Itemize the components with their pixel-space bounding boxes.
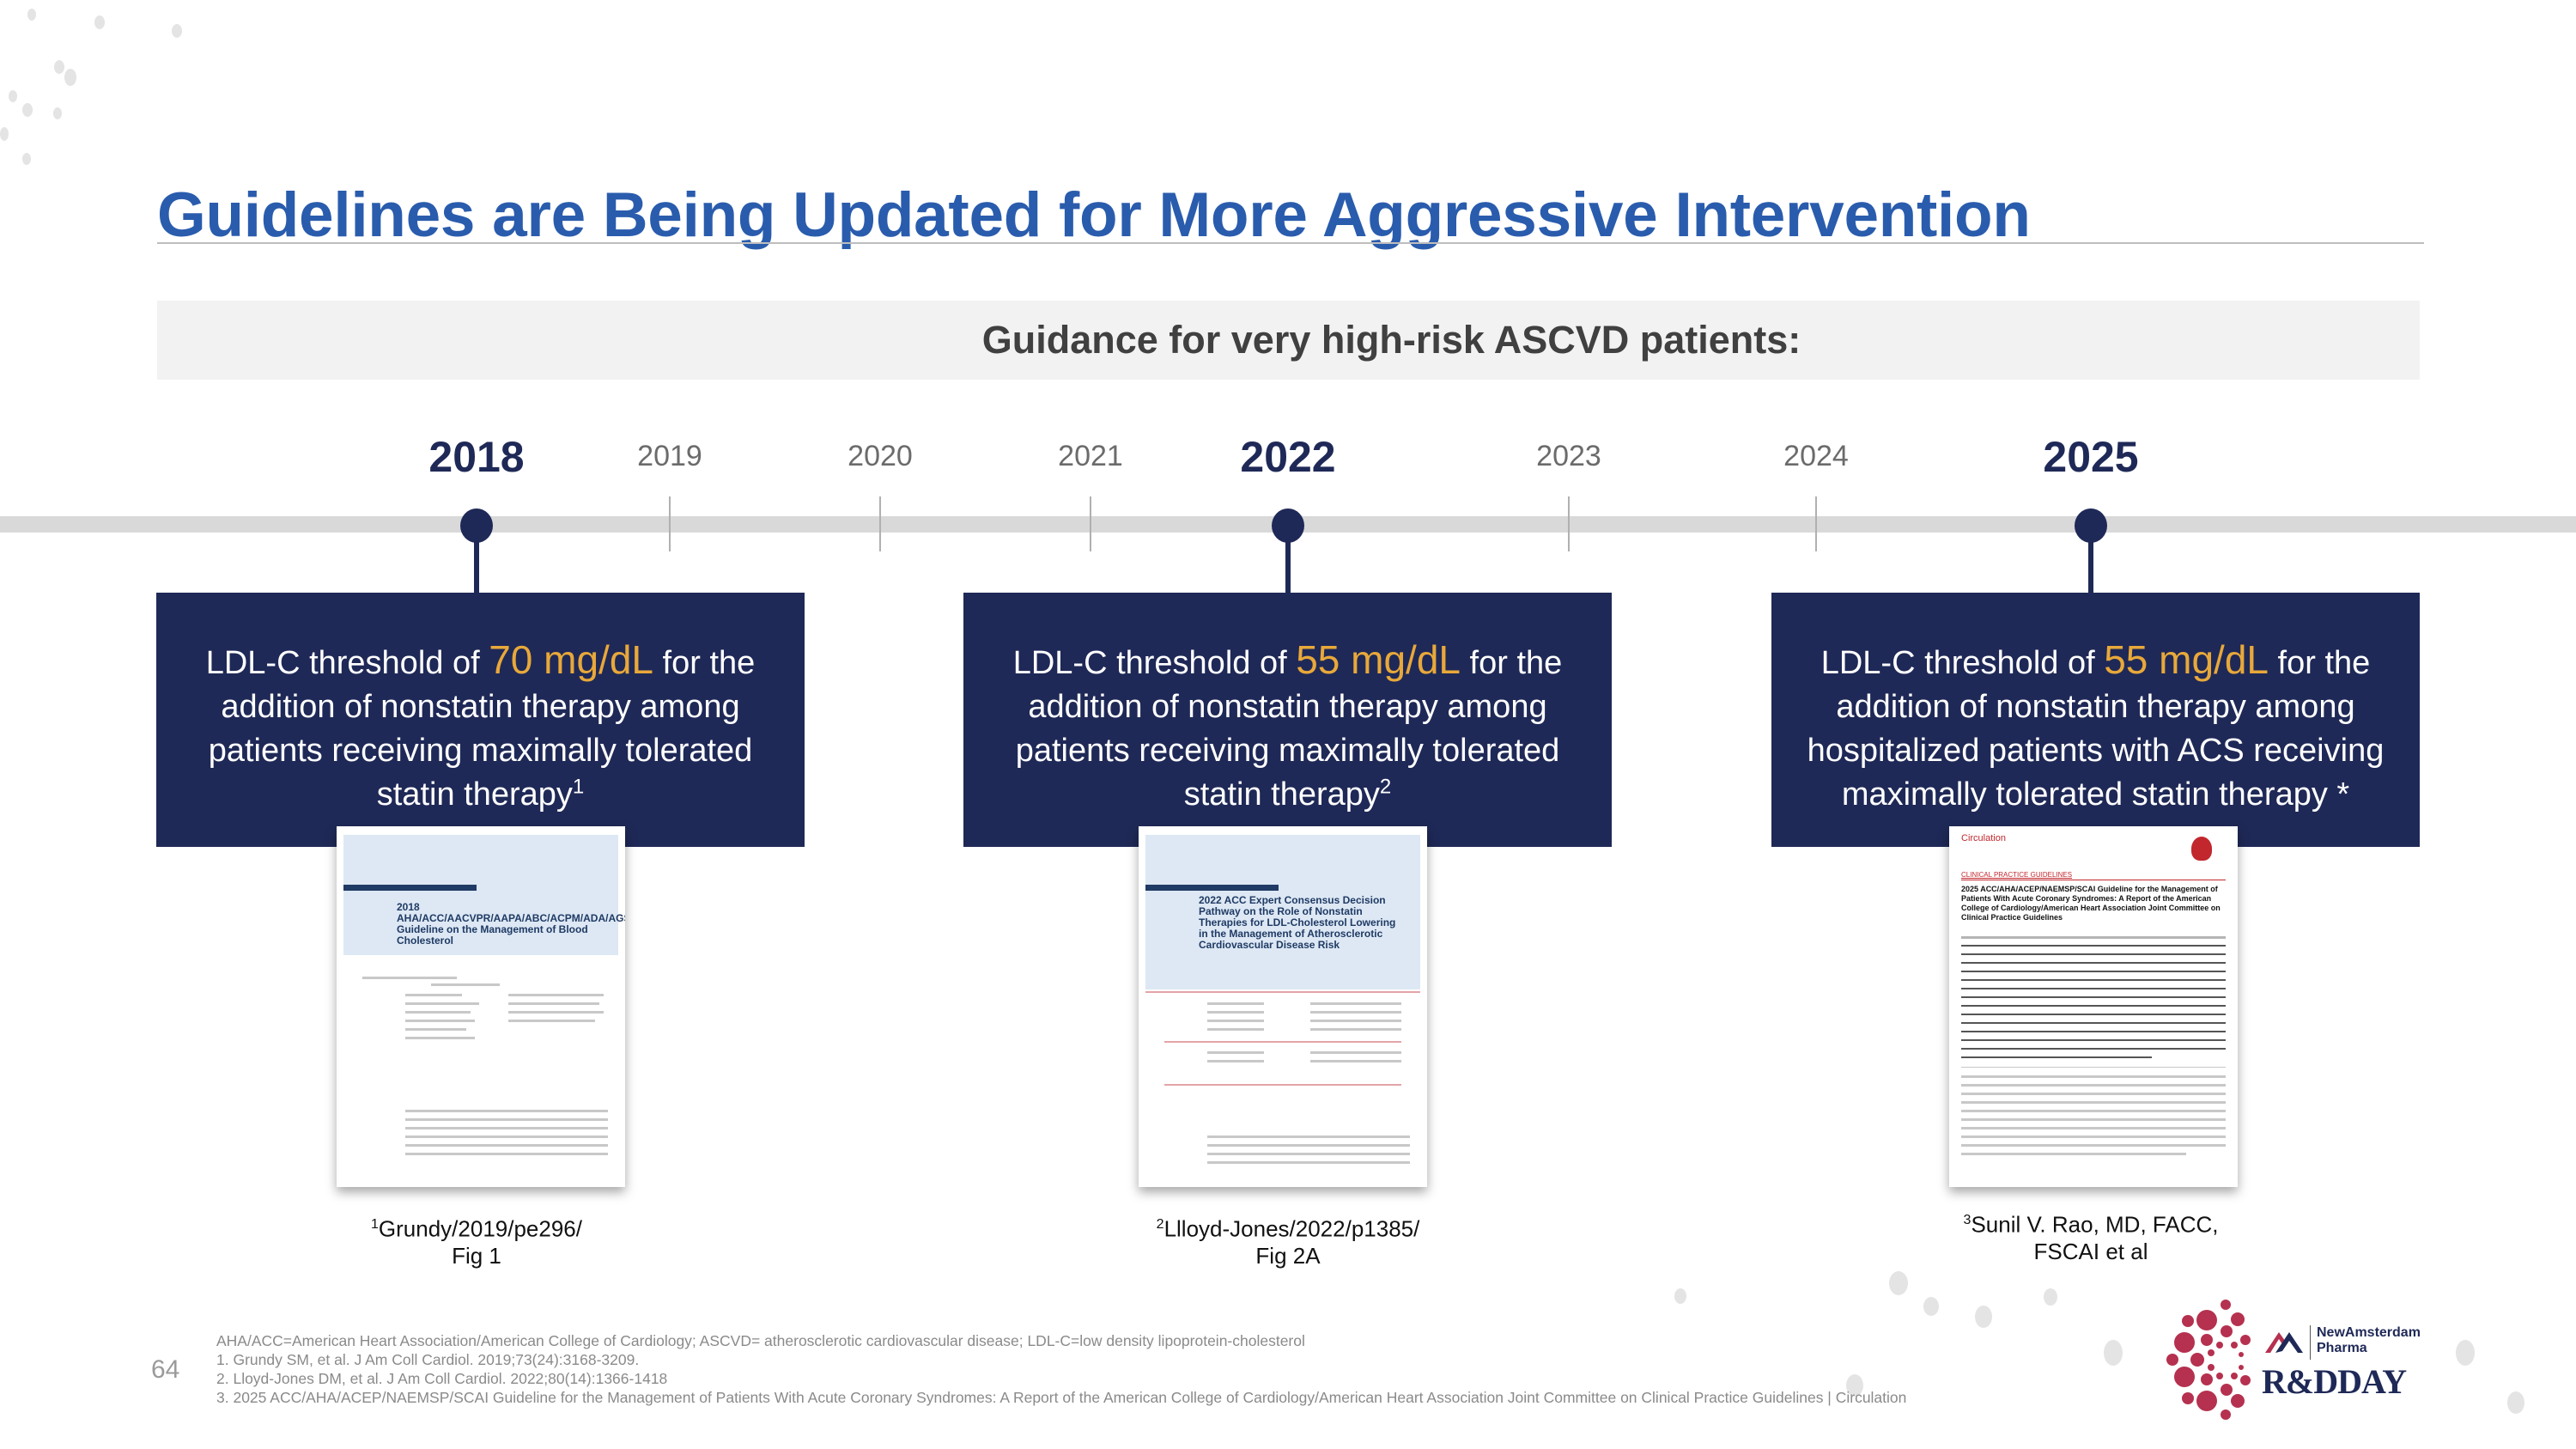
stem-2018: [474, 533, 479, 594]
reference-caption-3: 3Sunil V. Rao, MD, FACC, FSCAI et al: [1963, 1211, 2219, 1264]
year-label-2021: 2021: [1058, 440, 1123, 472]
footnote-3: 3. 2025 ACC/AHA/ACEP/NAEMSP/SCAI Guideli…: [216, 1389, 1907, 1406]
page-number: 64: [151, 1355, 180, 1384]
ref-marker: 2: [1379, 775, 1392, 799]
guideline-document-thumbnail-2025: Circulation CLINICAL PRACTICE GUIDELINES…: [1949, 826, 2238, 1187]
company-name: NewAmsterdam: [2317, 1325, 2421, 1340]
threshold-value: 55 mg/dL: [2104, 637, 2269, 682]
year-label-2023: 2023: [1536, 440, 1601, 472]
guideline-document-thumbnail-2022: 2022 ACC Expert Consensus Decision Pathw…: [1139, 826, 1427, 1187]
footnote-1: 1. Grundy SM, et al. J Am Coll Cardiol. …: [216, 1351, 640, 1368]
dot-burst-icon: [2166, 1300, 2251, 1420]
footnotes: AHA/ACC=American Heart Association/Ameri…: [216, 1331, 1906, 1407]
document-tag: [1145, 885, 1279, 891]
tick-2019: [669, 496, 671, 551]
subtitle: Guidance for very high-risk ASCVD patien…: [981, 318, 1801, 362]
subtitle-band: Guidance for very high-risk ASCVD patien…: [157, 301, 2420, 380]
year-label-2018: 2018: [428, 433, 525, 481]
document-title: 2025 ACC/AHA/ACEP/NAEMSP/SCAI Guideline …: [1961, 885, 2221, 922]
stem-2025: [2088, 533, 2093, 594]
card-text: LDL-C threshold of 55 mg/dL for the addi…: [1807, 637, 2385, 813]
card-text: LDL-C threshold of 70 mg/dL for the addi…: [205, 637, 756, 813]
stem-2022: [1285, 533, 1291, 594]
company-name-line2: Pharma: [2317, 1341, 2367, 1355]
tick-2021: [1090, 496, 1091, 551]
document-title: 2022 ACC Expert Consensus Decision Pathw…: [1199, 894, 1396, 951]
newamsterdam-mark-icon: [2265, 1332, 2303, 1353]
footnote-2: 2. Lloyd-Jones DM, et al. J Am Coll Card…: [216, 1370, 668, 1387]
tick-2020: [879, 496, 881, 551]
milestone-dot-2025: [2075, 508, 2107, 543]
document-tag: [343, 885, 477, 891]
journal-name: Circulation: [1961, 833, 2006, 843]
year-label-2025: 2025: [2043, 433, 2139, 481]
aha-heart-logo-icon: [2191, 837, 2212, 861]
guideline-card-2025: LDL-C threshold of 55 mg/dL for the addi…: [1771, 593, 2420, 847]
year-label-2019: 2019: [637, 440, 702, 472]
title-divider: [157, 242, 2424, 244]
document-title: 2018 AHA/ACC/AACVPR/AAPA/ABC/ACPM/ADA/AG…: [397, 901, 625, 947]
page-title: Guidelines are Being Updated for More Ag…: [157, 180, 2031, 250]
year-label-2024: 2024: [1783, 440, 1849, 472]
tick-2024: [1815, 496, 1817, 551]
milestone-dot-2022: [1272, 508, 1304, 543]
guideline-card-2022: LDL-C threshold of 55 mg/dL for the addi…: [963, 593, 1612, 847]
milestone-dot-2018: [460, 508, 493, 543]
rd-day-logo: NewAmsterdam Pharma R&DDAY: [2164, 1293, 2421, 1422]
reference-caption-2: 2Llloyd-Jones/2022/p1385/Fig 2A: [1156, 1215, 1420, 1269]
document-tag: CLINICAL PRACTICE GUIDELINES: [1961, 871, 2073, 879]
reference-caption-1: 1Grundy/2019/pe296/Fig 1: [371, 1215, 582, 1269]
event-name: R&DDAY: [2262, 1362, 2407, 1401]
year-label-2022: 2022: [1240, 433, 1336, 481]
threshold-value: 55 mg/dL: [1296, 637, 1461, 682]
threshold-value: 70 mg/dL: [489, 637, 653, 682]
card-text: LDL-C threshold of 55 mg/dL for the addi…: [1012, 637, 1563, 813]
year-label-2020: 2020: [848, 440, 913, 472]
tick-2023: [1568, 496, 1570, 551]
footnote-abbreviations: AHA/ACC=American Heart Association/Ameri…: [216, 1332, 1305, 1349]
guideline-document-thumbnail-2018: 2018 AHA/ACC/AACVPR/AAPA/ABC/ACPM/ADA/AG…: [337, 826, 625, 1187]
ref-marker: 1: [572, 775, 585, 799]
guideline-card-2018: LDL-C threshold of 70 mg/dL for the addi…: [156, 593, 805, 847]
